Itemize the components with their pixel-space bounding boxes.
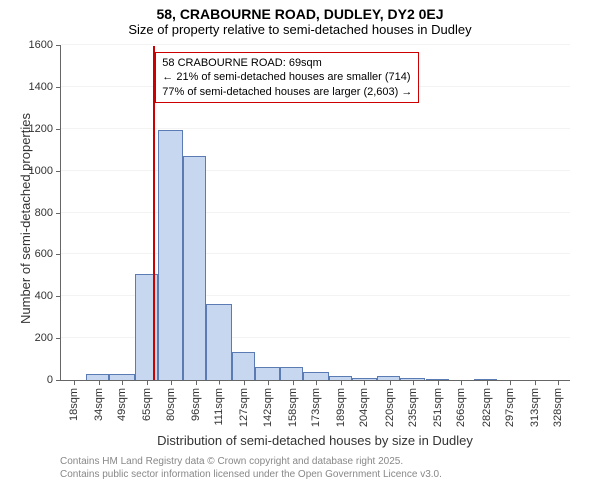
x-tick: 111sqm: [213, 380, 225, 426]
histogram-bar: [329, 376, 352, 380]
y-axis-label: Number of semi-detached properties: [18, 113, 33, 324]
annotation-line: ← 21% of semi-detached houses are smalle…: [162, 70, 412, 84]
x-axis-label: Distribution of semi-detached houses by …: [60, 433, 570, 448]
histogram-bar: [109, 374, 134, 380]
y-tick: 1600: [29, 39, 61, 51]
annotation-line: 58 CRABOURNE ROAD: 69sqm: [162, 56, 412, 70]
y-tick: 0: [47, 374, 61, 386]
histogram-bar: [377, 376, 400, 380]
x-tick: 80sqm: [165, 380, 177, 421]
histogram-plot: 0200400600800100012001400160018sqm34sqm4…: [60, 46, 570, 381]
y-tick: 200: [35, 332, 61, 344]
y-tick: 1400: [29, 81, 61, 93]
x-tick: 189sqm: [335, 380, 347, 427]
y-tick: 400: [35, 290, 61, 302]
x-tick: 142sqm: [262, 380, 274, 427]
chart-subtitle: Size of property relative to semi-detach…: [0, 22, 600, 41]
x-tick: 158sqm: [287, 380, 299, 427]
x-tick: 251sqm: [432, 380, 444, 427]
x-tick: 266sqm: [455, 380, 467, 427]
x-tick: 49sqm: [116, 380, 128, 421]
histogram-bar: [206, 304, 231, 380]
histogram-bar: [352, 378, 377, 380]
annotation-box: 58 CRABOURNE ROAD: 69sqm← 21% of semi-de…: [155, 52, 419, 103]
histogram-bar: [426, 379, 449, 380]
attribution-footer: Contains HM Land Registry data © Crown c…: [60, 455, 442, 481]
x-tick: 204sqm: [358, 380, 370, 427]
histogram-bar: [474, 379, 497, 380]
y-tick: 1200: [29, 123, 61, 135]
histogram-bar: [232, 352, 255, 380]
x-tick: 18sqm: [68, 380, 80, 421]
chart-title: 58, CRABOURNE ROAD, DUDLEY, DY2 0EJ: [0, 0, 600, 22]
x-tick: 127sqm: [238, 380, 250, 427]
x-tick: 220sqm: [384, 380, 396, 427]
x-tick: 34sqm: [93, 380, 105, 421]
x-tick: 328sqm: [552, 380, 564, 427]
x-tick: 282sqm: [481, 380, 493, 427]
x-tick: 96sqm: [190, 380, 202, 421]
histogram-bar: [280, 367, 303, 380]
x-tick: 297sqm: [504, 380, 516, 427]
histogram-bar: [158, 130, 183, 380]
histogram-bar: [400, 378, 425, 380]
footer-line: Contains HM Land Registry data © Crown c…: [60, 455, 442, 468]
histogram-bar: [303, 372, 328, 380]
y-tick: 600: [35, 248, 61, 260]
histogram-bar: [183, 156, 206, 380]
histogram-bar: [86, 374, 109, 380]
footer-line: Contains public sector information licen…: [60, 468, 442, 481]
x-tick: 313sqm: [529, 380, 541, 427]
x-tick: 235sqm: [407, 380, 419, 427]
x-tick: 173sqm: [310, 380, 322, 427]
x-tick: 65sqm: [141, 380, 153, 421]
y-tick: 1000: [29, 165, 61, 177]
histogram-bar: [255, 367, 280, 380]
annotation-line: 77% of semi-detached houses are larger (…: [162, 85, 412, 99]
y-tick: 800: [35, 207, 61, 219]
